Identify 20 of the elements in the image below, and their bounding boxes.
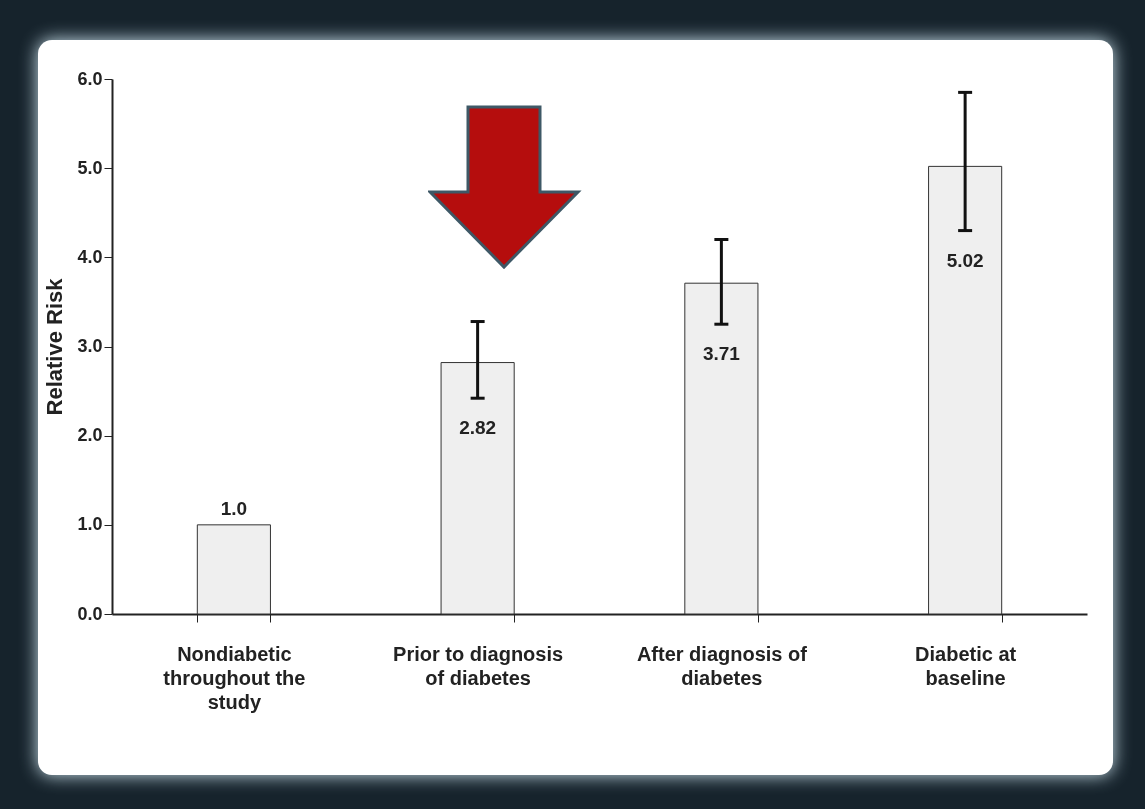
data-label: 5.02 bbox=[946, 249, 984, 271]
bar bbox=[684, 282, 759, 615]
data-label: 1.0 bbox=[220, 497, 248, 519]
bar bbox=[928, 165, 1003, 615]
y-tick-label: 0.0 bbox=[77, 603, 103, 624]
x-tick-label: Diabetic at baseline bbox=[915, 642, 1017, 689]
y-axis-title: Relative Risk bbox=[42, 277, 68, 416]
x-tick-label: Prior to diagnosis of diabetes bbox=[393, 642, 564, 689]
bar bbox=[196, 524, 271, 615]
x-tick-label: After diagnosis of diabetes bbox=[636, 642, 808, 689]
x-tick-label: Nondiabetic throughout the study bbox=[163, 642, 306, 713]
data-label: 2.82 bbox=[459, 417, 497, 439]
y-tick-label: 2.0 bbox=[77, 425, 103, 446]
y-tick-label: 5.0 bbox=[77, 157, 103, 178]
y-tick-label: 3.0 bbox=[77, 336, 103, 356]
y-tick-label: 4.0 bbox=[77, 246, 103, 267]
y-tick-label: 6.0 bbox=[77, 68, 103, 89]
data-label: 3.71 bbox=[702, 343, 741, 365]
y-tick-label: 1.0 bbox=[77, 514, 103, 535]
bar bbox=[440, 362, 515, 615]
